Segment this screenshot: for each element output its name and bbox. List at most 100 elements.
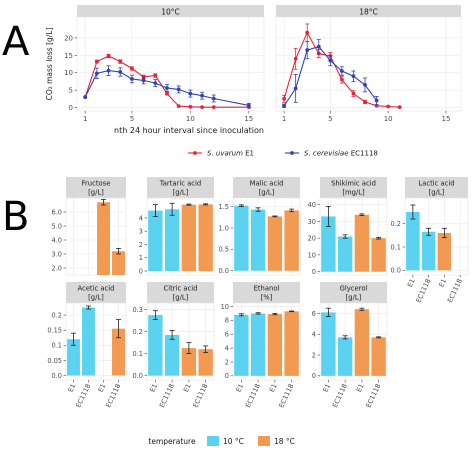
data-point (188, 104, 193, 109)
y-tick-label: 4 (312, 331, 316, 339)
data-point (106, 68, 111, 73)
y-tick-label: 6 (312, 310, 316, 318)
data-point (176, 104, 181, 109)
facet-title-line: [%] (261, 294, 273, 302)
legend-label: 18 °C (274, 437, 295, 446)
bar (437, 233, 452, 271)
legend-marker (290, 151, 294, 155)
facet-title-line: [g/L] (173, 294, 189, 302)
data-point (165, 91, 169, 96)
bar (198, 204, 213, 272)
x-tick-label: E1 (234, 382, 245, 393)
bar (371, 337, 386, 376)
panel-label-a: A (2, 19, 30, 65)
y-tick-label: 1.0 (219, 224, 230, 232)
bar (97, 202, 110, 275)
facet-title-line: Ethanol (254, 285, 280, 293)
x-tick-label: E1 (182, 382, 193, 393)
x-tick-label: E1 (148, 382, 159, 393)
bar (250, 209, 266, 271)
data-point (141, 78, 146, 83)
facet-title-line: Acetic acid (77, 285, 114, 293)
bar (234, 205, 249, 271)
facet-strip (77, 5, 264, 17)
x-tick-label: EC1118 (158, 382, 176, 409)
data-point (188, 91, 193, 96)
bar (112, 328, 125, 376)
data-point (176, 87, 181, 92)
data-point (328, 58, 333, 63)
x-tick-label: EC1118 (414, 277, 432, 304)
data-point (83, 95, 88, 99)
y-tick-label: 6 (225, 331, 229, 339)
data-point (211, 96, 216, 101)
bar (267, 216, 283, 271)
y-tick-label: 4 (225, 344, 229, 352)
x-tick-label: EC1118 (277, 382, 295, 409)
x-tick-label: EC1118 (191, 382, 209, 409)
x-tick-label: E1 (437, 277, 448, 288)
facet-strip (66, 282, 126, 303)
x-axis-title: nth 24 hour interval since inoculation (114, 126, 264, 135)
y-tick-label: 0 (312, 372, 316, 380)
y-tick-label: 4 (139, 214, 143, 222)
facet-strip (276, 5, 461, 17)
y-tick-label: 0 (312, 268, 316, 276)
x-tick-label: 10 (384, 115, 393, 123)
legend-swatch (207, 436, 219, 446)
data-point (130, 77, 134, 81)
facet-title-line: [g/L] (88, 294, 104, 302)
x-tick-label: E1 (355, 382, 366, 393)
facet-strip (233, 282, 300, 303)
y-tick-label: 3.0 (52, 250, 63, 258)
y-tick-label: 8 (225, 317, 229, 325)
bar (234, 314, 249, 376)
y-tick-label: 0.3 (133, 306, 144, 314)
facet-strip (320, 282, 387, 303)
x-tick-label: 15 (244, 115, 253, 123)
y-tick-label: 0 (139, 267, 143, 275)
bar (181, 204, 197, 272)
data-point (374, 98, 379, 103)
bar (148, 315, 163, 376)
y-tick-label: 0 (225, 372, 229, 380)
facet-strip (147, 282, 214, 303)
y-tick-label: 10 (64, 69, 73, 77)
y-tick-label: 0.2 (133, 328, 144, 336)
x-tick-label: 1 (83, 115, 87, 123)
y-tick-label: 20 (308, 235, 316, 243)
facet-title-line: Lactic acid (418, 180, 454, 188)
y-tick-label: 1 (139, 254, 143, 262)
data-point (282, 103, 286, 108)
facet-title-line: Fructose (82, 180, 111, 188)
x-tick-label: 5 (130, 115, 134, 123)
legend-marker (193, 151, 197, 155)
data-point (351, 74, 356, 79)
bar (421, 231, 436, 271)
y-tick-label: 2.0 (52, 264, 63, 272)
data-point (106, 54, 111, 58)
data-point (211, 105, 216, 110)
bar (371, 238, 386, 272)
y-tick-label: 0.1 (52, 342, 63, 350)
y-tick-label: 15 (64, 52, 73, 60)
data-point (363, 100, 367, 104)
x-tick-label: EC1118 (331, 382, 349, 409)
y-tick-label: 0.0 (391, 267, 402, 275)
x-tick-label: EC1118 (244, 382, 262, 409)
y-tick-label: 40 (308, 201, 316, 209)
y-tick-label: 10 (221, 303, 229, 311)
data-point (316, 44, 321, 49)
legend-species: S. cerevisiae (304, 150, 349, 158)
facet-title-line: [g/L] (173, 189, 189, 197)
legend-title: temperature (148, 437, 196, 446)
y-tick-label: 0 (69, 104, 73, 112)
x-tick-label: 15 (442, 115, 451, 123)
y-tick-label: 0.0 (52, 372, 63, 380)
y-tick-label: 30 (308, 218, 316, 226)
data-point (153, 73, 158, 78)
panel-a-legend: S. uvarum E1 S. cerevisiae EC1118 (188, 150, 378, 158)
facet-title-line: [g/L] (259, 189, 275, 197)
